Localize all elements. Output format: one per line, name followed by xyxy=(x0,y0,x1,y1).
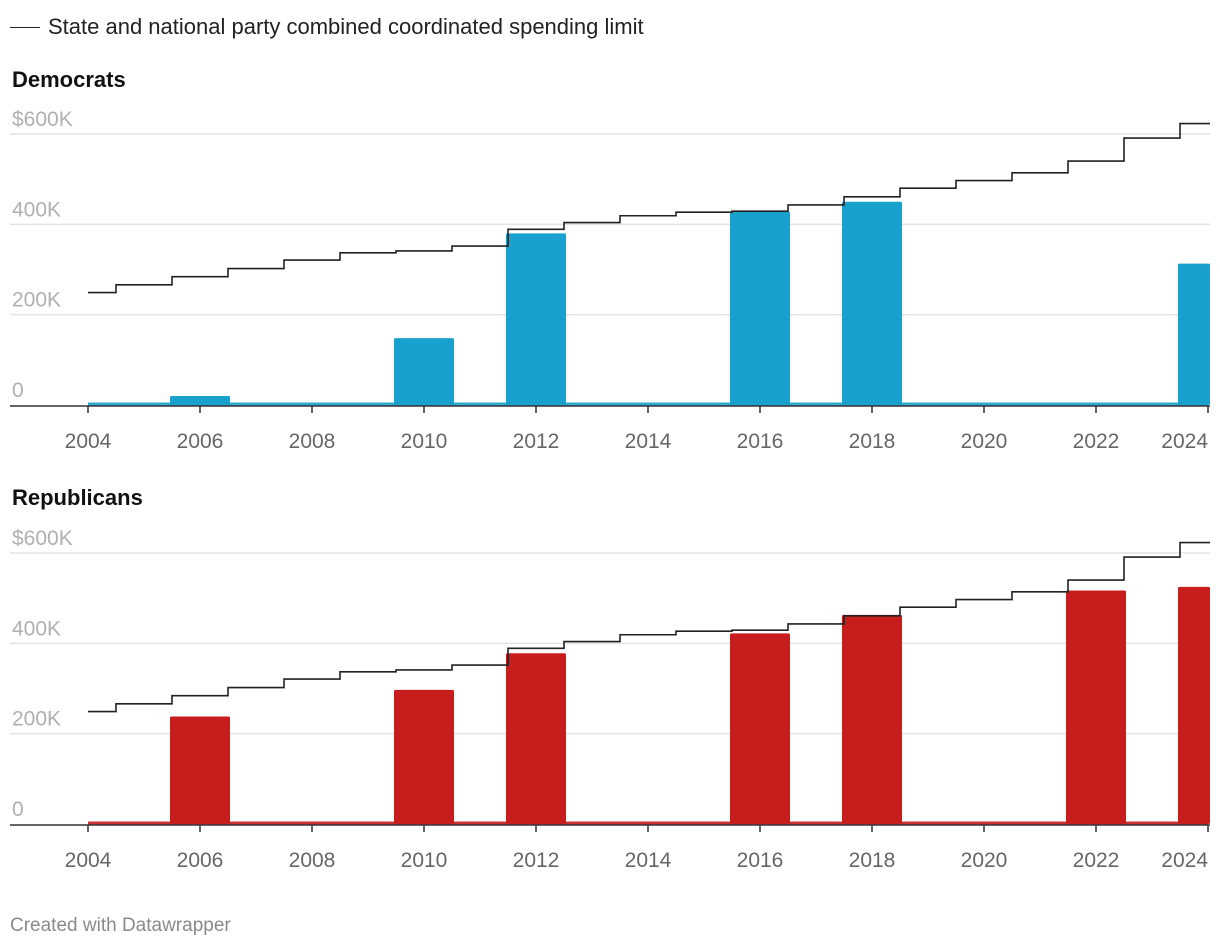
republicans-chart: 0 200K 400K $600K 2004 2006 2008 2010 2012 2014 20… xyxy=(10,527,1210,872)
rep-bar-2016 xyxy=(730,633,790,824)
rep-x-tick-label: 2008 xyxy=(289,849,336,872)
rep-bar-2006 xyxy=(170,716,230,824)
rep-x-tick-label: 2014 xyxy=(625,849,672,872)
rep-bar-2012 xyxy=(506,653,566,824)
dem-x-tick-label: 2018 xyxy=(849,430,896,453)
footer-credit: Created with Datawrapper xyxy=(10,915,231,936)
legend: State and national party combined coordi… xyxy=(10,14,644,40)
dem-bar-2012 xyxy=(506,233,566,405)
legend-line-swatch xyxy=(10,26,40,28)
democrats-chart: 0 200K 400K $600K 2004 2006 2008 2010 2012 2014 20… xyxy=(10,108,1210,453)
rep-x-tick-label: 2016 xyxy=(737,849,784,872)
rep-bar-2024 xyxy=(1178,586,1210,824)
rep-x-tick-label: 2012 xyxy=(513,849,560,872)
dem-y-tick-label: $600K xyxy=(12,108,73,131)
rep-x-tick-label: 2018 xyxy=(849,849,896,872)
dem-bar-2024 xyxy=(1178,263,1210,405)
dem-x-tick-label: 2016 xyxy=(737,430,784,453)
dem-y-tick-label: 200K xyxy=(12,289,61,312)
legend-label: State and national party combined coordi… xyxy=(48,14,644,39)
rep-x-tick-label: 2024 xyxy=(1161,849,1208,872)
dem-x-tick-label: 2020 xyxy=(961,430,1008,453)
dem-x-tick-label: 2010 xyxy=(401,430,448,453)
dem-bar-2018 xyxy=(842,201,902,405)
dem-x-tick-label: 2024 xyxy=(1161,430,1208,453)
rep-x-tick-label: 2020 xyxy=(961,849,1008,872)
dem-x-tick-label: 2006 xyxy=(177,430,224,453)
republicans-title: Republicans xyxy=(12,485,143,510)
dem-bar-2010 xyxy=(394,338,454,405)
dem-x-tick-label: 2022 xyxy=(1073,430,1120,453)
rep-y-tick-label: 200K xyxy=(12,708,61,731)
rep-bar-2018 xyxy=(842,614,902,824)
rep-x-tick-label: 2010 xyxy=(401,849,448,872)
rep-y-tick-label: 400K xyxy=(12,617,61,640)
rep-bar-2010 xyxy=(394,689,454,824)
rep-x-tick-label: 2006 xyxy=(177,849,224,872)
dem-x-tick-label: 2012 xyxy=(513,430,560,453)
rep-bar-2022 xyxy=(1066,590,1126,824)
rep-x-tick-label: 2004 xyxy=(65,849,112,872)
dem-x-tick-label: 2014 xyxy=(625,430,672,453)
rep-x-tick-label: 2022 xyxy=(1073,849,1120,872)
dem-limit-line xyxy=(88,122,1210,294)
dem-x-tick-label: 2008 xyxy=(289,430,336,453)
dem-y-tick-label: 0 xyxy=(12,379,24,402)
rep-y-tick-label: $600K xyxy=(12,527,73,550)
dem-bar-2016 xyxy=(730,211,790,405)
democrats-title: Democrats xyxy=(12,67,126,92)
rep-y-tick-label: 0 xyxy=(12,798,24,821)
rep-limit-line xyxy=(88,541,1210,713)
dem-y-tick-label: 400K xyxy=(12,198,61,221)
dem-x-tick-label: 2004 xyxy=(65,430,112,453)
